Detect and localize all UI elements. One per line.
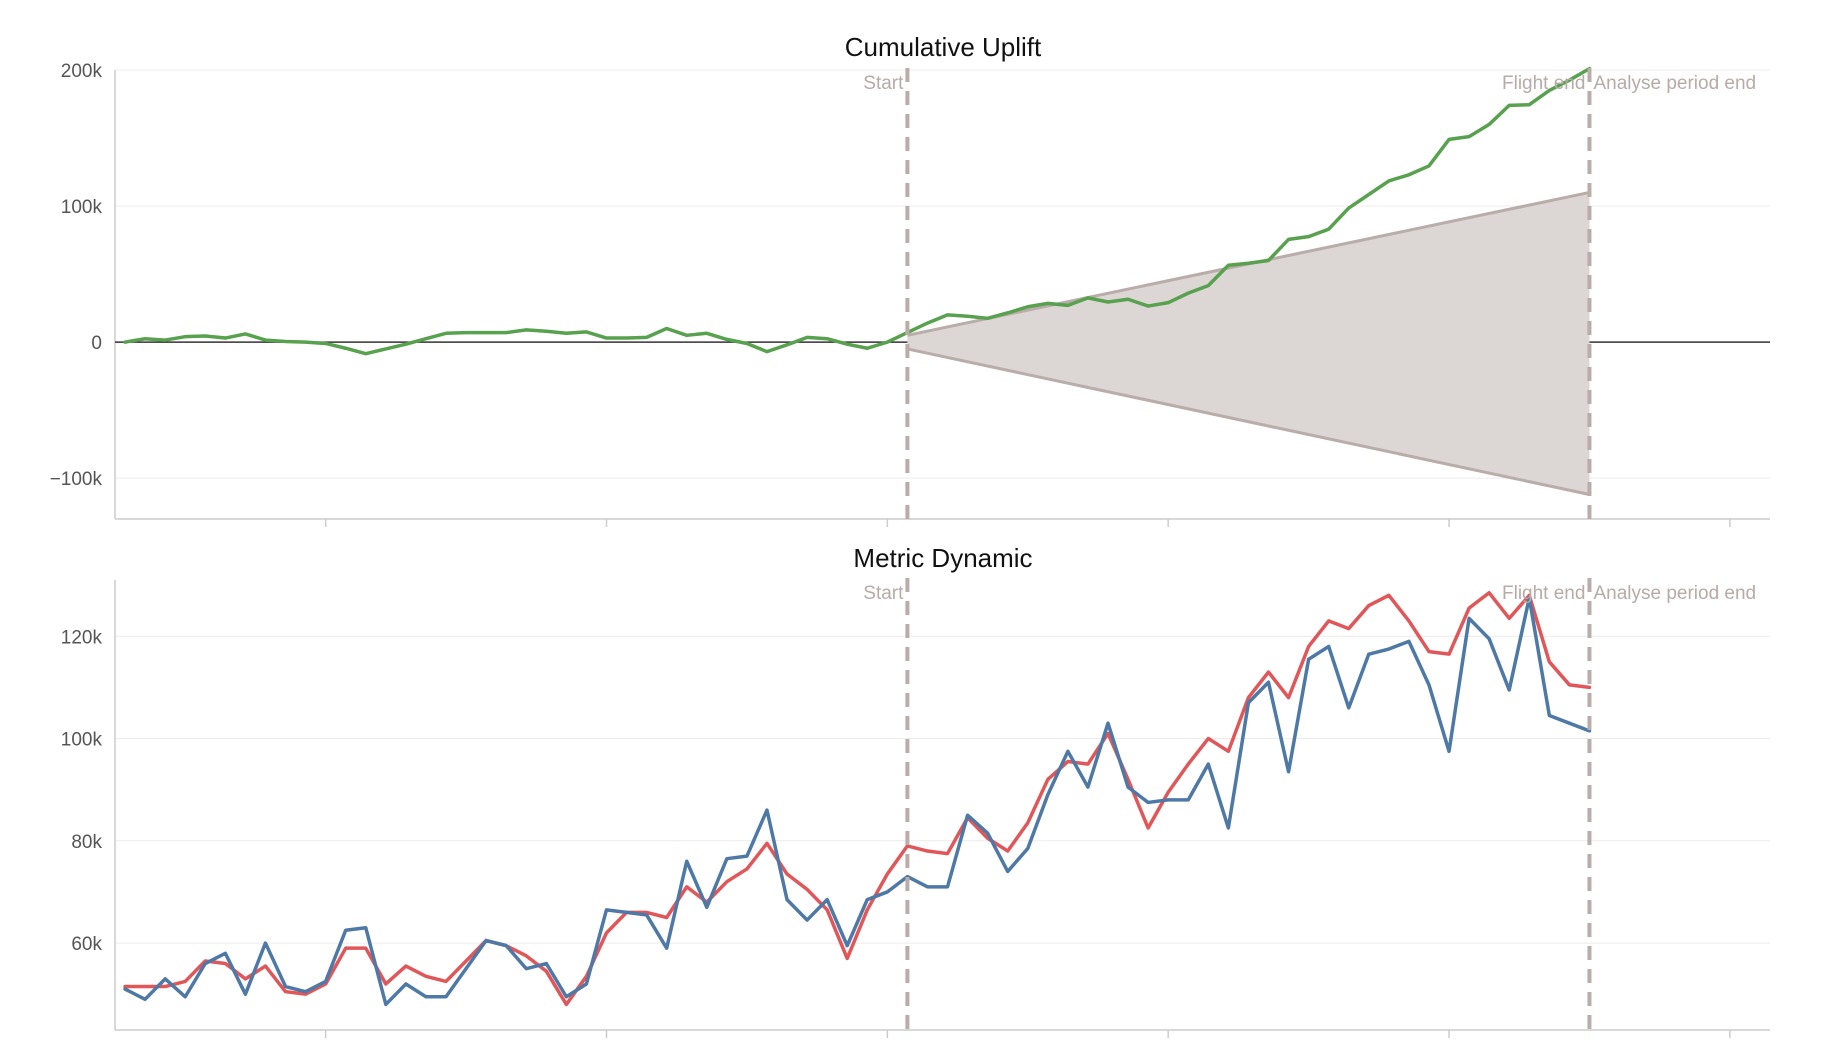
y-tick-label: −100k: [50, 469, 103, 490]
metric-dynamic-panel: Metric Dynamic 120k 100k 80k 60k Start Flight…: [61, 543, 1770, 1038]
y-tick-label: 120k: [61, 627, 103, 648]
y-tick-label: 100k: [61, 730, 103, 751]
confidence-band: [907, 192, 1590, 495]
y-tick-label: 60k: [71, 934, 102, 955]
event-label: Start: [863, 583, 904, 604]
y-tick-label: 0: [91, 333, 102, 354]
y-tick-label: 100k: [61, 197, 103, 218]
chart-title: Metric Dynamic: [853, 543, 1032, 573]
event-label: Flight end: [1502, 73, 1585, 94]
event-label: Flight end: [1502, 583, 1585, 604]
y-tick-label: 200k: [61, 61, 103, 82]
series-line-1: [123, 591, 1592, 1007]
event-label: Analyse period end: [1593, 73, 1756, 94]
band-lower-line: [907, 347, 1590, 496]
series-line-1: [123, 66, 1592, 356]
event-label: Start: [863, 73, 904, 94]
event-label: Analyse period end: [1593, 583, 1756, 604]
series-line-2: [123, 596, 1592, 1007]
cumulative-uplift-panel: Cumulative Uplift 200k 100k 0 −100k Start Fli…: [50, 32, 1770, 527]
y-tick-label: 80k: [71, 832, 102, 853]
chart-title: Cumulative Uplift: [845, 32, 1042, 62]
